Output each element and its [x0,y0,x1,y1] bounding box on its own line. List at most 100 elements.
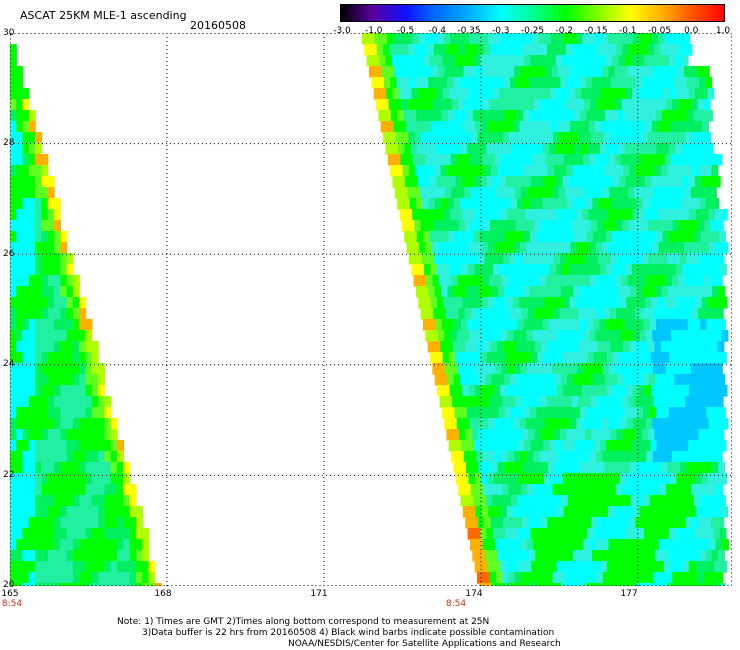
swath-cell [10,517,17,529]
swath-cell [497,77,505,89]
swath-cell [460,374,467,386]
swath-cell [22,209,30,221]
swath-cell [587,352,595,364]
swath-cell [623,77,631,89]
swath-cell [514,572,522,584]
swath-cell [54,341,61,353]
swath-cell [595,242,603,254]
swath-cell [530,143,538,155]
swath-cell [541,374,549,386]
swath-cell [22,121,30,133]
swath-cell [673,165,681,177]
swath-cell [512,352,519,364]
swath-cell [415,77,423,89]
swath-cell [73,308,80,320]
swath-cell [666,572,673,584]
swath-cell [473,407,481,419]
swath-cell [633,66,641,78]
swath-cell [449,297,457,309]
swath-cell [35,264,43,276]
swath-cell [436,176,444,188]
swath-cell [387,33,395,45]
swath-cell [595,33,602,45]
swath-cell [54,572,61,584]
swath-cell [654,77,662,89]
swath-cell [492,583,499,586]
swath-cell [574,319,582,331]
swath-cell [671,330,678,342]
swath-cell [473,528,481,540]
swath-cell [604,253,612,265]
swath-cell [35,143,43,155]
swath-cell [602,539,610,551]
swath-cell [640,363,648,375]
colorbar-label: -3.0 [333,26,351,36]
swath-cell [683,33,691,45]
swath-cell [693,407,701,419]
swath-cell [484,517,492,529]
swath-cell [79,330,87,342]
swath-cell [616,308,623,320]
swath-cell [467,352,475,364]
swath-cell [16,462,24,474]
swath-cell [47,363,55,375]
swath-cell [608,330,615,342]
swath-cell [575,473,583,485]
swath-cell [22,198,30,210]
swath-cell [485,374,493,386]
swath-cell [615,99,623,111]
swath-cell [66,374,74,386]
swath-cell [501,330,508,342]
swath-cell [412,242,420,254]
swath-cell [514,363,522,375]
swath-cell [681,440,689,452]
swath-cell [644,264,652,276]
swath-cell [699,462,707,474]
swath-cell [669,176,677,188]
swath-cell [98,462,106,474]
swath-cell [98,583,106,586]
swath-cell [526,539,534,551]
swath-cell [47,220,55,232]
swath-cell [35,341,43,353]
swath-cell [510,583,518,586]
swath-cell [521,572,528,584]
swath-cell [658,242,666,254]
swath-cell [622,220,630,232]
swath-cell [79,572,87,584]
swath-cell [612,440,620,452]
swath-cell [552,187,560,199]
swath-cell [54,297,61,309]
swath-cell [47,253,55,265]
swath-cell [398,143,405,155]
swath-cell [680,198,688,210]
swath-cell [698,429,706,441]
swath-cell [434,286,442,298]
swath-cell [35,462,43,474]
swath-cell [703,539,710,551]
swath-cell [66,341,74,353]
swath-cell [655,550,662,562]
swath-cell [549,440,557,452]
swath-cell [677,66,685,78]
swath-cell [570,418,578,430]
swath-cell [554,462,562,474]
swath-cell [690,66,698,78]
swath-cell [669,55,676,67]
swath-cell [713,528,721,540]
swath-cell [598,110,606,122]
swath-cell [534,429,542,441]
swath-cell [698,220,705,232]
swath-cell [555,583,562,586]
swath-cell [537,440,544,452]
swath-cell [509,165,517,177]
swath-cell [47,198,55,210]
swath-cell [648,462,656,474]
swath-cell [450,33,458,45]
swath-cell [554,198,562,210]
swath-cell [474,473,482,485]
swath-cell [390,77,398,89]
swath-cell [521,484,529,496]
swath-cell [487,473,495,485]
swath-cell [408,220,416,232]
